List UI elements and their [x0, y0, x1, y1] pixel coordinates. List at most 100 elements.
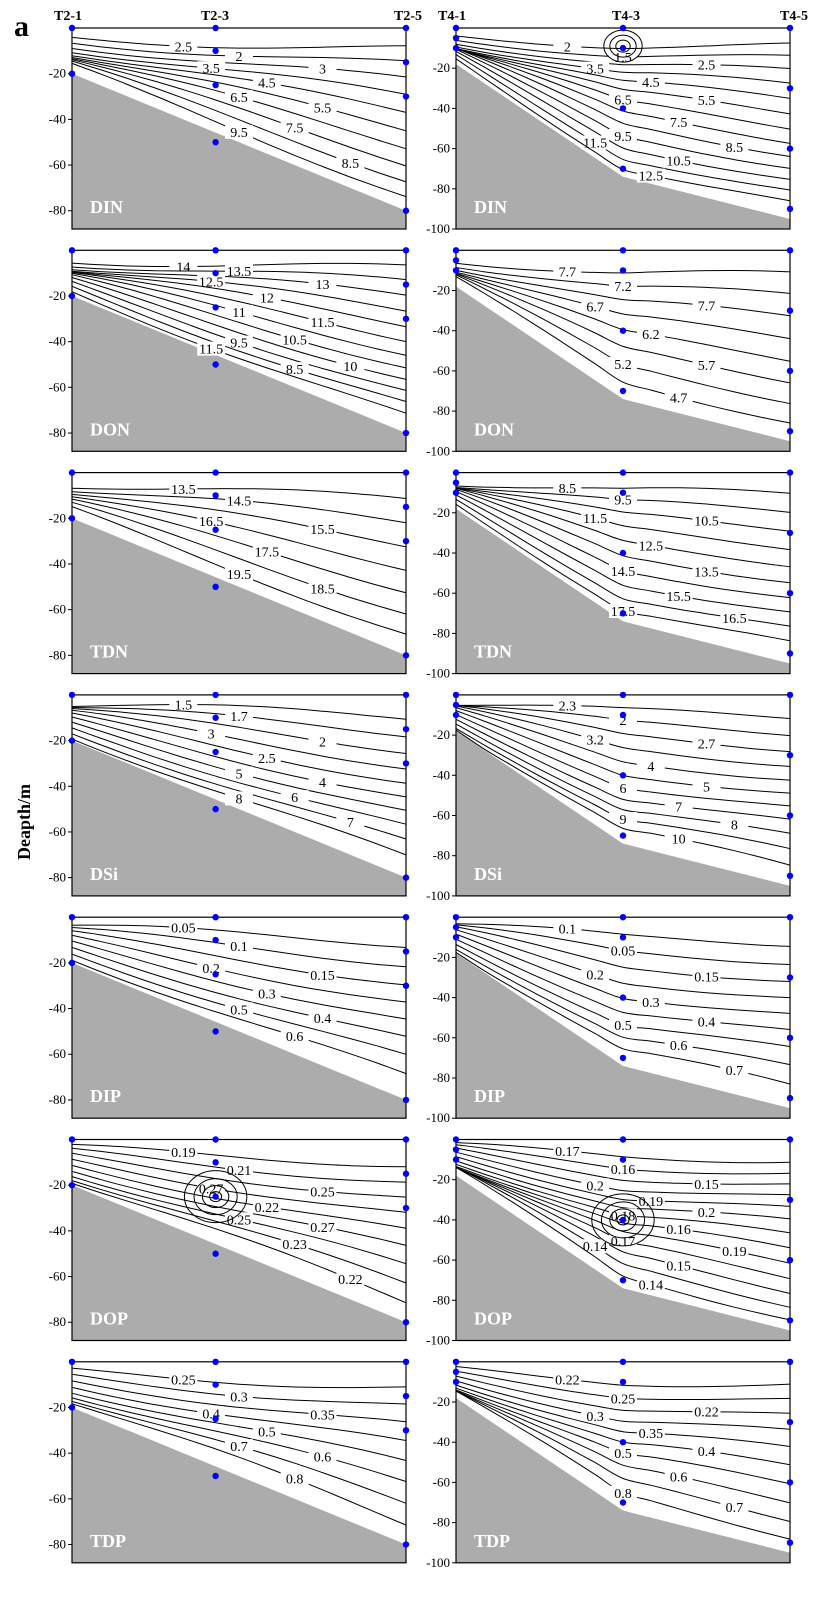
contour-label-bg: [609, 563, 637, 578]
contour-label-bg: [225, 708, 253, 723]
y-tick-label: -20: [433, 949, 450, 964]
sample-point: [452, 1378, 460, 1386]
contour-label: 9.5: [614, 130, 632, 145]
contour-label-bg: [225, 1163, 253, 1178]
sample-point: [212, 492, 219, 499]
y-tick-label: -40: [49, 1001, 66, 1016]
y-tick-label: -20: [49, 1399, 66, 1414]
contour-label-bg: [169, 920, 198, 935]
sample-point: [402, 1541, 410, 1548]
station-labels: T2-1 T2-3 T2-5 T4-1 T4-3 T4-5: [54, 9, 808, 24]
contour-label-bg: [252, 986, 281, 1001]
contour-label-bg: [252, 544, 281, 559]
y-tick-label: -80: [49, 1537, 66, 1552]
contour-label-bg: [169, 481, 198, 496]
contour-label-bg: [225, 791, 253, 806]
contour-label: 0.7: [726, 1501, 744, 1516]
contour-line: [455, 705, 791, 767]
contour-label-bg: [308, 1184, 337, 1199]
sample-point: [619, 1277, 627, 1284]
sample-point: [786, 1034, 794, 1042]
contour-line: [455, 46, 791, 84]
contour-label-bg: [197, 726, 226, 741]
seabed: [72, 295, 406, 452]
contour-line: [71, 934, 407, 1003]
y-tick-label: -60: [433, 1474, 450, 1489]
contour-label-bg: [169, 1372, 198, 1387]
sample-point: [402, 1096, 410, 1104]
contour-line: [455, 1380, 791, 1430]
y-tick-label: -40: [49, 1445, 66, 1460]
contour-loop: [183, 1170, 248, 1224]
y-tick-label: -60: [433, 141, 450, 156]
sample-point: [402, 207, 410, 214]
contour-line: [455, 43, 791, 69]
contour-line: [71, 1386, 407, 1441]
contour-label: 17.5: [255, 546, 280, 561]
sample-point: [212, 1193, 219, 1200]
y-tick-label: -20: [49, 66, 66, 81]
contour-label-bg: [225, 1212, 253, 1227]
station-label-t4-3: T4-3: [612, 9, 640, 24]
seabed: [72, 740, 406, 896]
contour-label-bg: [664, 1038, 693, 1053]
y-tick-label: -60: [433, 808, 450, 823]
contour-label-bg: [636, 759, 665, 774]
y-tick-label: -60: [49, 602, 66, 617]
sample-point: [212, 526, 219, 533]
contour-label: 5.7: [698, 359, 716, 374]
contour-lines: 1.5 1.7 2 3 2.5 4 5 6 7 8: [71, 697, 407, 856]
contour-label-bg: [169, 697, 198, 712]
contour-line: [71, 271, 407, 328]
y-tick-label: -40: [433, 990, 450, 1005]
sample-point: [619, 24, 627, 32]
panel-frame: [71, 27, 407, 230]
contour-line: [455, 707, 791, 781]
contour-label: 0.22: [694, 1406, 719, 1421]
sample-point: [619, 711, 627, 719]
sample-point: [68, 914, 76, 921]
contour-label: 8: [731, 818, 738, 833]
contour-label-bg: [553, 921, 582, 936]
sample-point: [212, 1136, 219, 1143]
contour-label-bg: [692, 736, 721, 751]
contour-label: 11: [232, 306, 245, 321]
contour-label-bg: [692, 779, 721, 794]
contour-label: 3: [319, 62, 326, 77]
contour-label: 19.5: [227, 568, 252, 583]
contour-line: [455, 938, 791, 1030]
sample-point: [786, 590, 794, 597]
contour-label-bg: [692, 1176, 721, 1191]
contour-label-bg: [581, 511, 610, 526]
seabed: [72, 962, 406, 1119]
contour-label: 0.21: [227, 1164, 252, 1179]
variable-label: DSi: [474, 864, 502, 884]
contour-line: [455, 729, 791, 866]
contour-label-bg: [169, 1144, 198, 1159]
sample-point: [619, 165, 627, 172]
y-tick-label: -40: [433, 767, 450, 782]
contour-label: 0.8: [614, 1487, 632, 1502]
contour-label: 0.35: [639, 1427, 664, 1442]
sample-point: [619, 105, 627, 112]
contour-label: 14.5: [227, 494, 252, 509]
contour-label: 0.3: [230, 1390, 248, 1405]
sample-point: [452, 1156, 460, 1163]
contour-label: 0.05: [611, 945, 636, 960]
contour-label-bg: [280, 1236, 309, 1251]
contour-label: 16.5: [199, 515, 224, 530]
seabed: [456, 286, 790, 452]
contour-lines: 0.050.10.150.20.30.40.50.6: [71, 920, 407, 1075]
contour-label: 0.5: [230, 1003, 248, 1018]
sample-point: [619, 1156, 627, 1163]
contour-label-bg: [308, 1449, 337, 1464]
contour-label-bg: [609, 1485, 637, 1500]
sample-point: [786, 650, 794, 657]
contour-label: 0.6: [670, 1039, 688, 1054]
y-tick-label: -40: [49, 334, 66, 349]
contour-label: 0.16: [611, 1163, 636, 1178]
contour-lines: 2.3 2 2.7 3.2 4 5 6 7 8 9 10: [455, 698, 791, 866]
sample-point: [212, 805, 219, 813]
sample-point: [786, 872, 794, 879]
contour-line: [455, 948, 791, 1066]
